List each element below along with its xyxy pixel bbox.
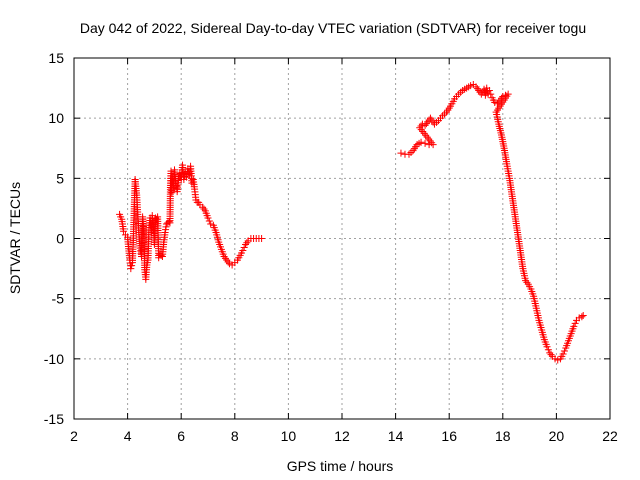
x-tick-label: 14: [388, 428, 404, 444]
data-point: [421, 139, 429, 147]
data-point: [522, 277, 530, 285]
data-point: [422, 131, 430, 139]
data-point: [420, 129, 428, 137]
x-tick-label: 2: [70, 428, 78, 444]
data-point: [243, 239, 251, 247]
data-point: [157, 251, 165, 259]
data-point: [417, 138, 425, 146]
data-point: [240, 244, 248, 252]
data-point: [204, 214, 212, 222]
data-point: [571, 319, 579, 327]
y-axis-label: SDTVAR / TECUs: [7, 182, 23, 294]
y-tick-label: 0: [56, 231, 64, 247]
data-point: [397, 149, 405, 157]
data-point: [128, 262, 136, 270]
data-point: [546, 349, 554, 357]
data-points: [116, 80, 587, 364]
x-tick-label: 18: [495, 428, 511, 444]
data-point: [473, 85, 481, 93]
data-point: [224, 258, 232, 266]
data-point: [523, 278, 531, 286]
data-point: [220, 253, 228, 261]
x-tick-label: 8: [231, 428, 239, 444]
data-point: [165, 218, 173, 226]
data-point: [559, 350, 567, 358]
axis-ticks: 2 4 6 8 10 12 14 16 18 20 22 -15 -10 -5 0 5 10 15: [44, 50, 618, 444]
data-point: [579, 312, 587, 320]
y-tick-label: -10: [44, 351, 64, 367]
data-point: [199, 203, 207, 211]
data-point: [429, 141, 437, 149]
x-tick-label: 12: [334, 428, 350, 444]
y-tick-label: -5: [52, 291, 65, 307]
data-point: [221, 254, 229, 262]
data-point: [485, 86, 493, 94]
y-tick-label: 15: [48, 50, 64, 66]
data-point: [475, 86, 483, 94]
data-point: [417, 122, 425, 130]
y-tick-label: -15: [44, 411, 64, 427]
x-tick-label: 10: [281, 428, 297, 444]
x-axis-label: GPS time / hours: [287, 458, 394, 474]
data-point: [422, 120, 430, 128]
chart-title: Day 042 of 2022, Sidereal Day-to-day VTE…: [80, 20, 586, 36]
x-tick-label: 6: [177, 428, 185, 444]
data-point: [242, 241, 250, 249]
data-point: [223, 256, 231, 264]
data-point: [472, 83, 480, 91]
data-point: [120, 227, 128, 235]
data-point: [543, 343, 551, 351]
data-point: [544, 346, 552, 354]
x-tick-label: 22: [602, 428, 618, 444]
data-point: [578, 313, 586, 321]
data-point: [487, 90, 495, 98]
data-point: [200, 205, 208, 213]
y-tick-label: 10: [48, 110, 64, 126]
data-point: [419, 128, 427, 136]
data-point: [547, 351, 555, 359]
data-point: [423, 133, 431, 141]
data-point: [421, 121, 429, 129]
y-tick-label: 5: [56, 170, 64, 186]
x-tick-label: 16: [441, 428, 457, 444]
data-point: [258, 235, 266, 242]
data-point: [239, 247, 247, 255]
data-point: [560, 347, 568, 355]
data-point: [127, 265, 135, 273]
data-point: [416, 124, 424, 132]
grid-lines: [74, 58, 610, 419]
x-tick-label: 20: [549, 428, 565, 444]
x-tick-label: 4: [124, 428, 132, 444]
data-point: [425, 135, 433, 143]
data-point: [570, 322, 578, 330]
data-point: [205, 217, 213, 225]
